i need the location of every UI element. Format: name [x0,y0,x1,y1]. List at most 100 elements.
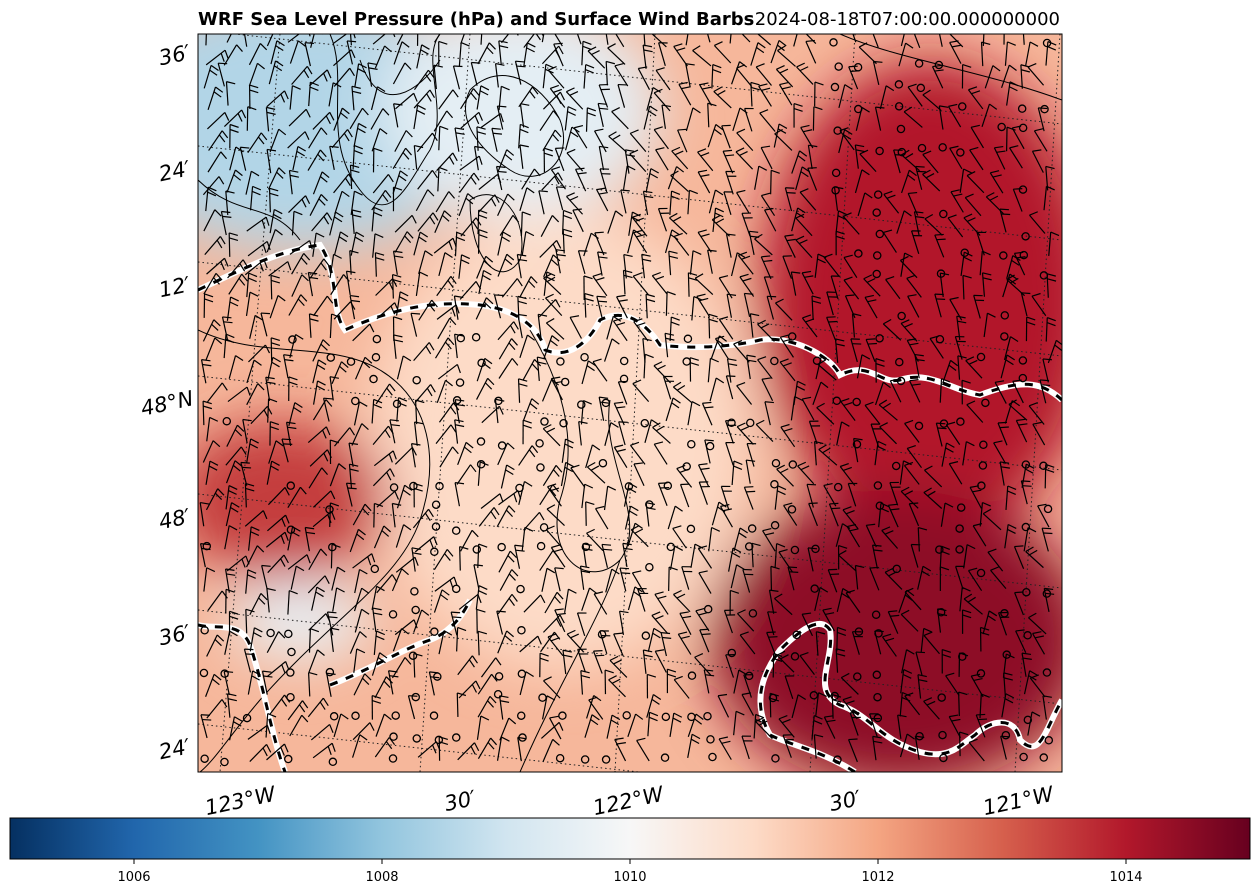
wind-barb [618,610,629,635]
wind-barb [473,145,484,171]
wind-barb [906,444,922,469]
wind-barb [849,712,861,736]
wind-barb [622,165,636,190]
wind-barb [1032,421,1046,446]
wind-barb [1009,145,1023,169]
wind-barb [1025,546,1044,569]
wind-barb [519,334,536,358]
wind-barb [687,401,701,426]
wind-barb [367,62,378,87]
wind-barb [714,335,729,360]
wind-barb [874,630,884,655]
wind-barb [223,44,243,66]
wind-barb [791,207,806,232]
wind-barb [596,295,608,320]
calm-wind-marker [683,334,693,344]
wind-barb [814,440,824,466]
wind-barb [225,190,235,215]
latitude-gridline [198,723,644,772]
wind-barb [333,107,350,131]
wind-barb [207,382,228,403]
wind-barb [725,233,736,258]
wind-barb [878,399,898,421]
wind-barb [984,65,1001,89]
wind-barb [206,634,225,657]
calm-wind-marker [516,584,525,594]
wind-barb [249,314,264,339]
wind-barb [726,358,738,383]
calm-wind-marker [220,757,229,767]
wind-barb [418,299,438,321]
wind-barb [718,316,734,340]
wind-barb [651,611,669,634]
wind-barb [949,34,964,48]
calm-wind-marker [284,754,293,764]
wind-barb [904,692,921,716]
wind-barb [228,355,244,379]
wind-barb [518,123,529,149]
wind-barb [202,440,221,463]
calm-wind-marker [266,628,275,638]
wind-barb [413,609,430,633]
wind-barb [719,503,733,528]
wind-barb [1042,695,1052,720]
calm-wind-marker [431,522,441,531]
calm-wind-marker [833,482,843,492]
wind-barb [783,502,798,526]
wind-barb [594,128,607,153]
wind-barb [450,611,462,636]
wind-barb [947,214,964,238]
wind-barb [622,269,633,295]
wind-barb [598,145,609,171]
calm-wind-marker [430,627,439,636]
wind-barb [494,62,505,88]
calm-wind-marker [958,652,967,661]
wind-barb [352,323,375,342]
wind-barb [1029,674,1046,698]
wind-barb [520,211,531,236]
wind-barb [969,146,984,171]
calm-wind-marker [955,524,964,533]
wind-barb [291,65,313,85]
wind-barb [227,259,249,279]
wind-barb [672,525,687,549]
longitude-gridline [219,34,281,772]
calm-wind-marker [517,626,526,635]
wind-barb [969,485,982,509]
wind-barb [835,523,851,547]
wind-barb [982,610,998,635]
calm-wind-marker [645,562,654,572]
wind-barb [669,712,683,737]
wind-barb [517,378,528,403]
wind-barb [438,736,449,761]
wind-barb [983,312,996,338]
wind-barb [394,446,417,465]
pressure-region [710,490,1062,772]
wind-barb [496,505,516,527]
wind-barb [458,254,471,279]
wind-barb [225,460,243,484]
wind-barb [1048,231,1060,257]
wind-barb [352,734,368,758]
wind-barb [206,257,229,275]
wind-barb [592,650,605,674]
wind-barb [267,486,290,506]
wind-barb [517,736,527,762]
wind-barb [244,259,268,276]
wind-barb [601,543,613,568]
pressure-region [198,420,390,580]
calm-wind-marker [494,672,504,681]
wind-barb [560,461,574,487]
wind-barb [393,103,403,128]
wind-barb [851,631,863,655]
wind-barb [869,713,881,737]
wind-barb [332,34,356,45]
wind-barb [497,593,518,615]
lon-tick-label: 30′ [442,786,478,816]
wind-barb [270,40,285,65]
wind-barb [914,735,925,760]
wind-barb [955,565,965,590]
wind-barb [1027,63,1045,86]
wind-barb [815,692,827,717]
wind-barb [460,88,480,110]
